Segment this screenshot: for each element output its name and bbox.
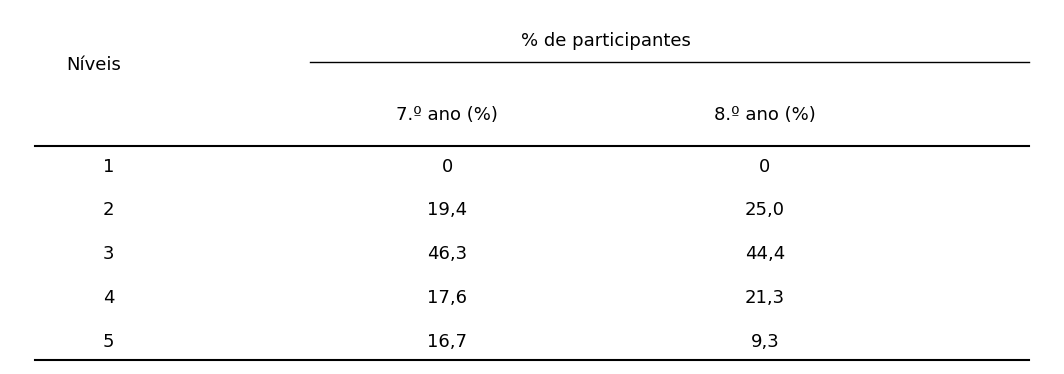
- Text: 2: 2: [103, 202, 114, 220]
- Text: Níveis: Níveis: [66, 56, 121, 74]
- Text: 44,4: 44,4: [745, 245, 785, 263]
- Text: 8.º ano (%): 8.º ano (%): [714, 106, 816, 124]
- Text: 7.º ano (%): 7.º ano (%): [397, 106, 498, 124]
- Text: 9,3: 9,3: [750, 333, 779, 351]
- Text: 3: 3: [103, 245, 114, 263]
- Text: 46,3: 46,3: [428, 245, 467, 263]
- Text: % de participantes: % de participantes: [521, 32, 691, 50]
- Text: 4: 4: [103, 289, 114, 307]
- Text: 19,4: 19,4: [428, 202, 467, 220]
- Text: 16,7: 16,7: [428, 333, 467, 351]
- Text: 25,0: 25,0: [745, 202, 785, 220]
- Text: 0: 0: [442, 158, 453, 176]
- Text: 21,3: 21,3: [745, 289, 785, 307]
- Text: 0: 0: [760, 158, 770, 176]
- Text: 17,6: 17,6: [428, 289, 467, 307]
- Text: 1: 1: [103, 158, 114, 176]
- Text: 5: 5: [103, 333, 114, 351]
